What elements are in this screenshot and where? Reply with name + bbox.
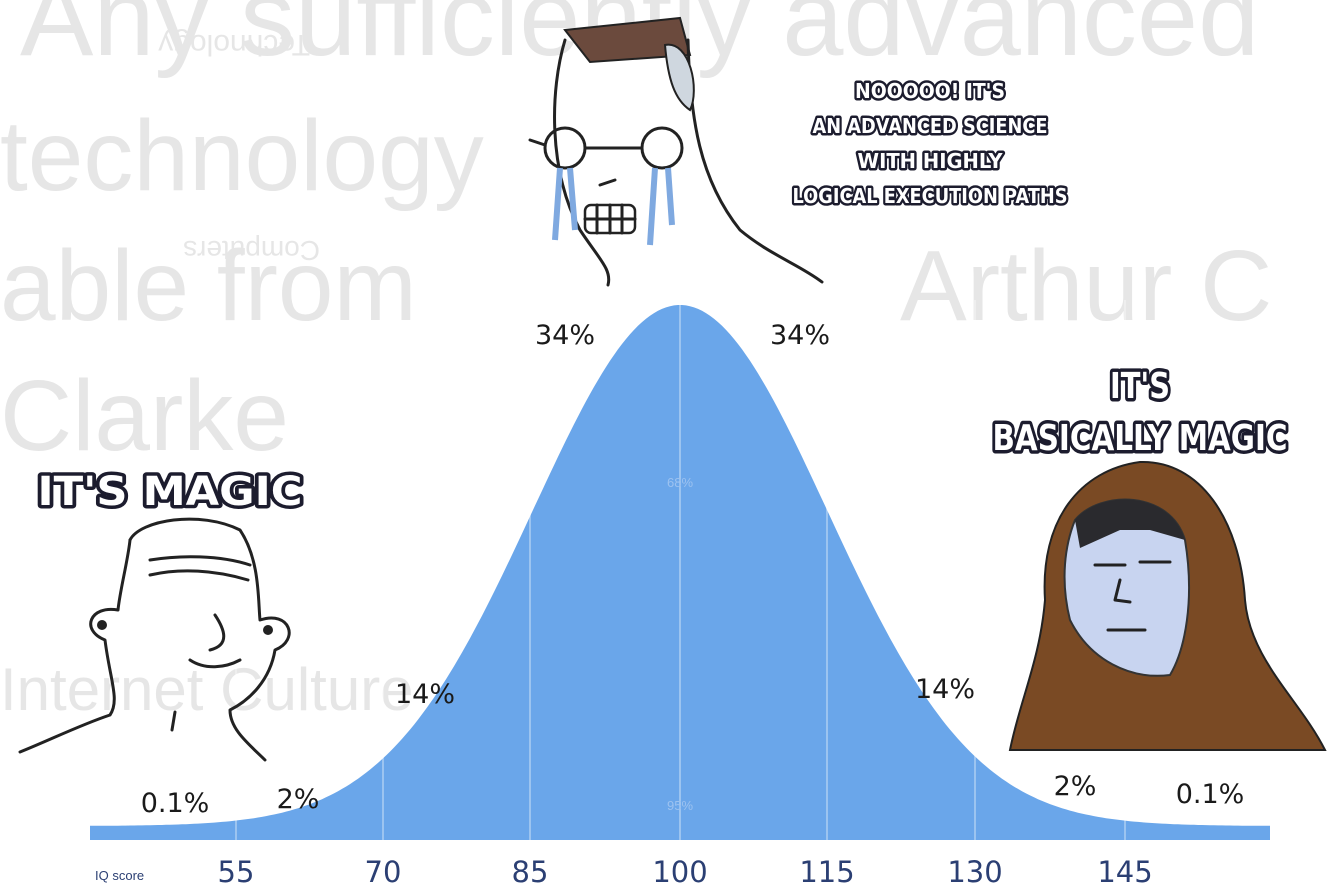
inner-label: 95% xyxy=(667,798,693,813)
left-wojak xyxy=(20,519,289,760)
axis-label: IQ score xyxy=(95,868,144,883)
x-tick-label: 100 xyxy=(652,855,707,889)
caption-middle: AN ADVANCED SCIENCE xyxy=(813,114,1048,138)
page: { "background_text": ["Any sufficiently … xyxy=(0,0,1331,891)
caption-right: IT'S xyxy=(1110,366,1170,407)
x-tick-label: 130 xyxy=(947,855,1002,889)
region-label: 34% xyxy=(770,320,830,351)
hooded-figure xyxy=(1010,462,1325,750)
region-label: 2% xyxy=(277,784,320,815)
meme: Any sufficiently advanced Technology tec… xyxy=(0,0,1331,891)
region-label: 34% xyxy=(535,320,595,351)
caption-middle: NOOOOO! IT'S xyxy=(855,79,1005,103)
caption-middle: WITH HIGHLY xyxy=(858,149,1004,173)
inner-label: 68% xyxy=(667,475,693,490)
bg-text: Technology xyxy=(158,28,310,61)
region-label: 14% xyxy=(395,679,455,710)
caption-right: BASICALLY MAGIC xyxy=(993,418,1288,459)
region-label: 0.1% xyxy=(141,788,210,819)
x-tick-label: 55 xyxy=(218,855,255,889)
caption-middle: LOGICAL EXECUTION PATHS xyxy=(793,184,1068,208)
region-label: 0.1% xyxy=(1176,779,1245,810)
x-tick-label: 70 xyxy=(365,855,402,889)
bg-text: Clarke xyxy=(0,360,289,472)
x-tick-label: 85 xyxy=(512,855,549,889)
x-tick-label: 115 xyxy=(799,855,854,889)
bg-text: technology xyxy=(0,100,484,212)
region-label: 2% xyxy=(1054,771,1097,802)
caption-left: IT'S MAGIC xyxy=(38,469,303,515)
x-tick-label: 145 xyxy=(1097,855,1152,889)
bg-text: Arthur C xyxy=(900,230,1272,342)
bg-text: able from xyxy=(0,230,417,342)
region-label: 14% xyxy=(915,674,975,705)
